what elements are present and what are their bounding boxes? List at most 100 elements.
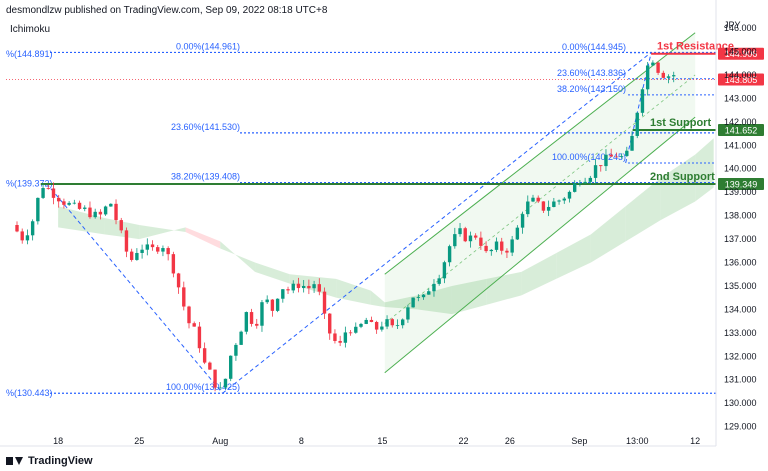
- candle-body: [567, 191, 572, 199]
- fib-right-level-label: 100.00%(140.245): [552, 152, 626, 162]
- fib-left-level-label: 100.00%(130.425): [166, 382, 240, 392]
- zone-price-badge-text: 144.906: [725, 49, 758, 59]
- indicator-label[interactable]: Ichimoku: [10, 24, 51, 35]
- candle-body: [526, 201, 530, 215]
- zone-label: 1st Support: [650, 117, 711, 129]
- y-tick-label: 130.000: [724, 398, 757, 408]
- candle-body: [239, 331, 243, 345]
- candle-body: [468, 235, 473, 242]
- axes: JPY 129.000 130.000 131.000 132.000 133.000 13…: [0, 0, 757, 447]
- candle-body: [369, 319, 374, 322]
- candle-body: [343, 332, 348, 343]
- candle-body: [437, 278, 441, 284]
- tradingview-footer[interactable]: TradingView: [6, 455, 93, 467]
- left-level-label: %(139.372): [6, 178, 53, 188]
- channel-mid-line: [384, 74, 696, 324]
- candle-body: [442, 262, 447, 279]
- x-tick-label: 25: [134, 436, 144, 446]
- candle-body: [395, 325, 400, 327]
- fib-right-level-label: 23.60%(143.836): [557, 68, 626, 78]
- candle-body: [229, 355, 233, 379]
- candle-body: [432, 283, 436, 292]
- cloud-segment: [336, 278, 371, 305]
- candle-body: [129, 251, 134, 260]
- candle-body: [494, 241, 499, 250]
- candle-body: [265, 299, 269, 303]
- candle-body: [307, 285, 311, 289]
- candle-body: [354, 326, 358, 333]
- x-tick-label: 13:00: [626, 436, 649, 446]
- y-tick-label: 131.000: [724, 375, 757, 385]
- candle-body: [171, 254, 176, 274]
- candle-body: [218, 387, 222, 389]
- candle-body: [213, 369, 217, 388]
- x-tick-label: Sep: [571, 436, 587, 446]
- candle-body: [77, 202, 82, 209]
- candle-body: [270, 299, 275, 311]
- candle-body: [234, 344, 238, 356]
- zone-price-badge: [718, 177, 764, 190]
- candle-body: [562, 198, 566, 201]
- candle-body: [202, 348, 207, 363]
- channel-fill: [384, 32, 696, 373]
- left-level-label: %(144.891): [6, 49, 53, 59]
- candle-body: [672, 75, 676, 77]
- candle-body: [161, 248, 165, 252]
- candle-body: [312, 284, 316, 289]
- candle-body: [473, 235, 478, 238]
- candle-body: [604, 154, 608, 167]
- candle-body: [573, 183, 577, 192]
- cloud-segment: [185, 227, 221, 249]
- candle-body: [83, 207, 87, 209]
- candle-body: [406, 307, 410, 320]
- candle-body: [166, 248, 170, 255]
- candle-body: [427, 291, 431, 295]
- candle-body: [98, 211, 103, 215]
- cloud-segment: [255, 262, 290, 284]
- candle-body: [583, 181, 587, 184]
- candle-body: [88, 207, 92, 218]
- y-tick-label: 145.000: [724, 47, 757, 57]
- candle-body: [197, 326, 202, 349]
- candle-body: [109, 203, 113, 207]
- candle-body: [249, 312, 254, 324]
- candle-body: [25, 235, 30, 241]
- candle-body: [103, 206, 108, 215]
- candle-body: [557, 200, 561, 202]
- candle-body: [505, 250, 509, 253]
- x-tick-label: 15: [377, 436, 387, 446]
- last-price-badge: [718, 73, 764, 86]
- cloud-segment: [660, 154, 696, 221]
- candle-body: [588, 177, 593, 182]
- y-tick-label: 138.000: [724, 211, 757, 221]
- candle-body: [609, 154, 613, 157]
- candle-body: [124, 230, 129, 252]
- zone-label: 1st Resistance: [657, 41, 734, 53]
- y-tick-label: 132.000: [724, 351, 757, 361]
- cloud-segment: [695, 138, 714, 202]
- candle-body: [301, 285, 306, 289]
- y-tick-label: 141.000: [724, 140, 757, 150]
- candle-body: [67, 202, 71, 205]
- fib-left-level-label: 23.60%(141.530): [171, 122, 240, 132]
- cloud-segment: [220, 241, 256, 272]
- candle-body: [390, 319, 394, 326]
- x-tick-label: 22: [458, 436, 468, 446]
- candle-body: [463, 228, 467, 242]
- cloud-segment: [590, 206, 626, 263]
- candle-body: [182, 287, 186, 307]
- candle-body: [536, 197, 540, 202]
- x-tick-label: Aug: [212, 436, 228, 446]
- cloud-segment: [139, 225, 186, 240]
- candle-body: [651, 62, 655, 66]
- candle-body: [458, 228, 462, 235]
- candle-body: [57, 197, 61, 202]
- candle-body: [625, 150, 629, 156]
- candle-body: [62, 201, 66, 205]
- y-tick-label: 133.000: [724, 328, 757, 338]
- candle-body: [255, 323, 259, 326]
- x-tick-label: 18: [53, 436, 63, 446]
- candle-body: [156, 247, 160, 252]
- candle-body: [296, 283, 301, 289]
